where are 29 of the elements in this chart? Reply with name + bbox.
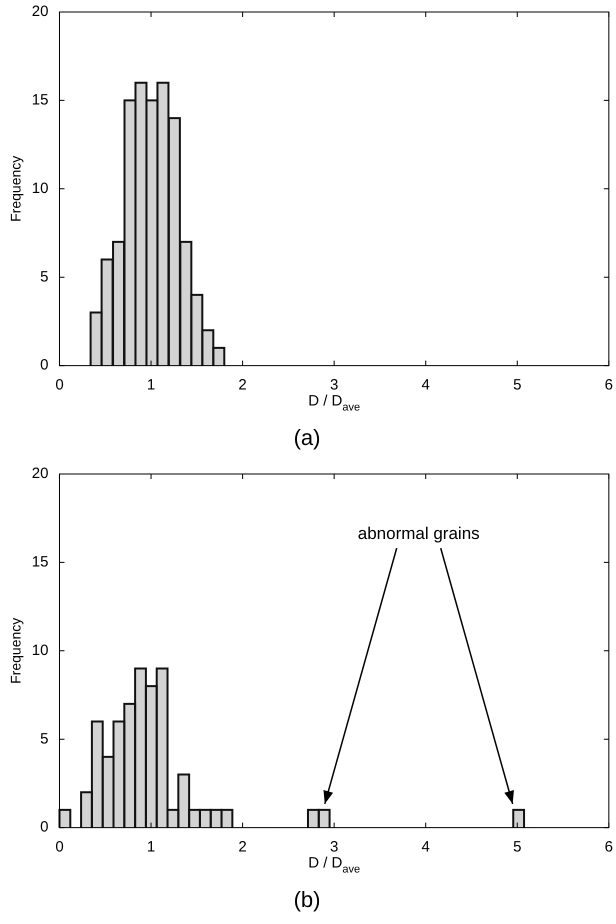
y-tick-label: 15	[32, 92, 48, 109]
text: (b)	[294, 886, 320, 912]
y-tick-label: 20	[32, 3, 48, 20]
x-tick-label: 0	[55, 376, 64, 394]
y-tick-label: 0	[40, 818, 48, 836]
x-tick-label: 3	[330, 838, 338, 856]
x-tick-label: 5	[513, 376, 522, 394]
y-axis-title: Frequency	[7, 156, 24, 222]
x-tick-label: 6	[604, 838, 613, 856]
x-tick-label: 3	[330, 376, 338, 394]
y-tick-label: 20	[32, 465, 48, 482]
x-tick-label: 4	[422, 376, 430, 394]
x-tick-label: 2	[238, 838, 247, 856]
y-tick-label: 10	[32, 180, 48, 197]
annotation: abnormal grains	[358, 524, 480, 543]
x-tick-label: 6	[604, 376, 613, 394]
y-tick-label: 5	[40, 268, 48, 286]
y-axis-title: Frequency	[7, 618, 24, 684]
y-tick-label: 15	[32, 554, 48, 571]
x-tick-label: 1	[146, 376, 156, 394]
x-tick-label: 4	[422, 838, 430, 856]
x-tick-label: 0	[55, 838, 64, 856]
y-tick-label: 10	[32, 642, 48, 659]
x-tick-label: 5	[513, 838, 522, 856]
text: (a)	[294, 424, 320, 450]
x-tick-label: 2	[238, 376, 247, 394]
x-tick-label: 1	[146, 838, 156, 856]
y-tick-label: 0	[40, 356, 48, 374]
y-tick-label: 5	[40, 730, 48, 748]
